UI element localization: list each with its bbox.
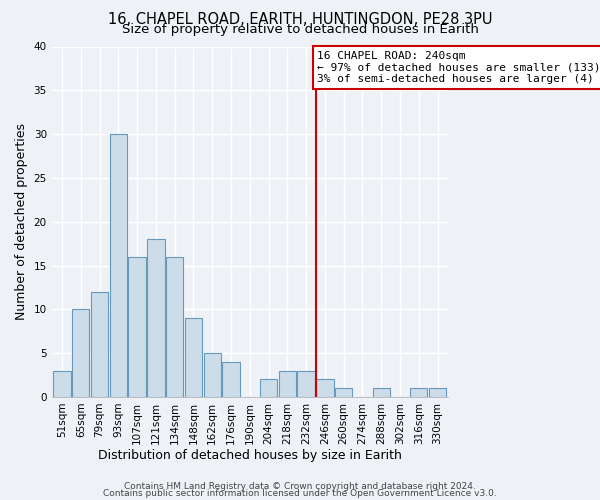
Bar bbox=[298, 370, 315, 397]
Bar bbox=[203, 353, 221, 397]
Bar bbox=[316, 380, 334, 397]
Bar bbox=[53, 370, 71, 397]
Bar bbox=[410, 388, 427, 397]
Bar bbox=[260, 380, 277, 397]
Text: 16 CHAPEL ROAD: 240sqm
← 97% of detached houses are smaller (133)
3% of semi-det: 16 CHAPEL ROAD: 240sqm ← 97% of detached… bbox=[317, 51, 600, 84]
Text: Size of property relative to detached houses in Earith: Size of property relative to detached ho… bbox=[122, 22, 478, 36]
Bar bbox=[335, 388, 352, 397]
Bar bbox=[128, 257, 146, 397]
X-axis label: Distribution of detached houses by size in Earith: Distribution of detached houses by size … bbox=[98, 450, 402, 462]
Bar bbox=[91, 292, 108, 397]
Bar bbox=[110, 134, 127, 397]
Bar bbox=[147, 240, 164, 397]
Bar bbox=[279, 370, 296, 397]
Text: Contains HM Land Registry data © Crown copyright and database right 2024.: Contains HM Land Registry data © Crown c… bbox=[124, 482, 476, 491]
Bar bbox=[166, 257, 184, 397]
Bar bbox=[373, 388, 390, 397]
Bar bbox=[223, 362, 239, 397]
Bar bbox=[72, 310, 89, 397]
Text: 16, CHAPEL ROAD, EARITH, HUNTINGDON, PE28 3PU: 16, CHAPEL ROAD, EARITH, HUNTINGDON, PE2… bbox=[108, 12, 492, 28]
Text: Contains public sector information licensed under the Open Government Licence v3: Contains public sector information licen… bbox=[103, 489, 497, 498]
Bar bbox=[185, 318, 202, 397]
Y-axis label: Number of detached properties: Number of detached properties bbox=[15, 123, 28, 320]
Bar bbox=[429, 388, 446, 397]
